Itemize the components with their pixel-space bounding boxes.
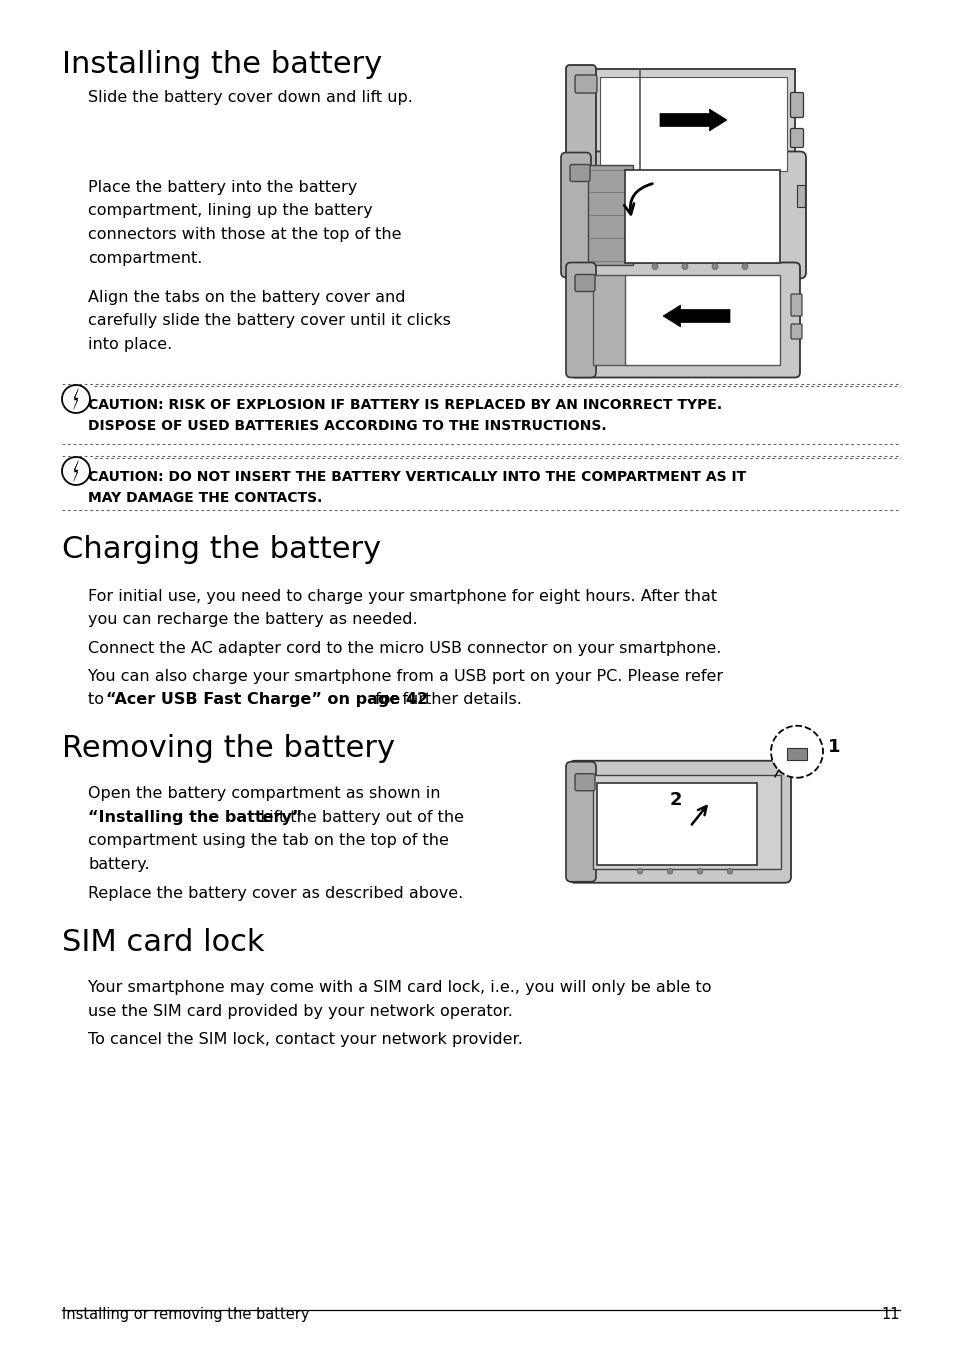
Text: to: to — [88, 692, 109, 707]
FancyBboxPatch shape — [575, 274, 595, 292]
FancyBboxPatch shape — [575, 773, 595, 791]
Circle shape — [726, 868, 732, 873]
Text: Open the battery compartment as shown in: Open the battery compartment as shown in — [88, 787, 440, 802]
Text: compartment.: compartment. — [88, 250, 202, 265]
Circle shape — [770, 726, 822, 777]
Polygon shape — [659, 110, 726, 131]
Text: DISPOSE OF USED BATTERIES ACCORDING TO THE INSTRUCTIONS.: DISPOSE OF USED BATTERIES ACCORDING TO T… — [88, 419, 606, 433]
Text: Removing the battery: Removing the battery — [62, 734, 395, 764]
FancyBboxPatch shape — [565, 65, 596, 183]
FancyBboxPatch shape — [790, 128, 802, 147]
Text: compartment, lining up the battery: compartment, lining up the battery — [88, 204, 373, 219]
Text: “Installing the battery”: “Installing the battery” — [88, 810, 302, 825]
FancyBboxPatch shape — [790, 324, 801, 339]
Bar — [593, 276, 627, 365]
Bar — [786, 748, 806, 760]
FancyBboxPatch shape — [790, 293, 801, 316]
FancyBboxPatch shape — [569, 262, 800, 377]
FancyBboxPatch shape — [569, 165, 589, 181]
FancyBboxPatch shape — [565, 262, 596, 377]
Circle shape — [666, 868, 672, 873]
Bar — [796, 185, 804, 207]
Polygon shape — [575, 69, 794, 178]
Text: Your smartphone may come with a SIM card lock, i.e., you will only be able to: Your smartphone may come with a SIM card… — [88, 980, 711, 995]
Text: Connect the AC adapter cord to the micro USB connector on your smartphone.: Connect the AC adapter cord to the micro… — [88, 641, 720, 656]
Text: CAUTION: DO NOT INSERT THE BATTERY VERTICALLY INTO THE COMPARTMENT AS IT: CAUTION: DO NOT INSERT THE BATTERY VERTI… — [88, 470, 745, 484]
Text: battery.: battery. — [88, 857, 150, 872]
Polygon shape — [599, 77, 786, 170]
Polygon shape — [73, 388, 78, 410]
Circle shape — [651, 264, 658, 269]
Bar — [624, 276, 780, 365]
Circle shape — [637, 868, 642, 873]
Text: connectors with those at the top of the: connectors with those at the top of the — [88, 227, 401, 242]
FancyBboxPatch shape — [575, 74, 597, 93]
FancyBboxPatch shape — [560, 153, 590, 277]
Polygon shape — [662, 306, 729, 327]
FancyBboxPatch shape — [563, 151, 805, 279]
Circle shape — [697, 868, 702, 873]
FancyBboxPatch shape — [790, 92, 802, 118]
Text: To cancel the SIM lock, contact your network provider.: To cancel the SIM lock, contact your net… — [88, 1033, 522, 1048]
Text: CAUTION: RISK OF EXPLOSION IF BATTERY IS REPLACED BY AN INCORRECT TYPE.: CAUTION: RISK OF EXPLOSION IF BATTERY IS… — [88, 397, 721, 412]
Text: compartment using the tab on the top of the: compartment using the tab on the top of … — [88, 833, 449, 849]
Text: you can recharge the battery as needed.: you can recharge the battery as needed. — [88, 612, 417, 627]
Circle shape — [741, 264, 747, 269]
Text: Align the tabs on the battery cover and: Align the tabs on the battery cover and — [88, 289, 405, 306]
Circle shape — [711, 264, 718, 269]
Polygon shape — [73, 461, 78, 481]
Text: “Acer USB Fast Charge” on page 42: “Acer USB Fast Charge” on page 42 — [106, 692, 427, 707]
FancyBboxPatch shape — [568, 761, 790, 883]
Text: Replace the battery cover as described above.: Replace the battery cover as described a… — [88, 887, 463, 902]
Text: for further details.: for further details. — [370, 692, 522, 707]
Bar — [597, 783, 757, 865]
Text: use the SIM card provided by your network operator.: use the SIM card provided by your networ… — [88, 1005, 513, 1019]
Text: Place the battery into the battery: Place the battery into the battery — [88, 180, 356, 195]
Text: 11: 11 — [881, 1307, 899, 1322]
Bar — [624, 169, 780, 262]
Text: For initial use, you need to charge your smartphone for eight hours. After that: For initial use, you need to charge your… — [88, 589, 717, 604]
FancyBboxPatch shape — [565, 761, 596, 882]
Text: Installing or removing the battery: Installing or removing the battery — [62, 1307, 309, 1322]
Text: 2: 2 — [669, 791, 681, 808]
Text: Installing the battery: Installing the battery — [62, 50, 382, 78]
Text: You can also charge your smartphone from a USB port on your PC. Please refer: You can also charge your smartphone from… — [88, 669, 722, 684]
Bar — [587, 165, 633, 265]
Text: into place.: into place. — [88, 337, 172, 352]
Text: 1: 1 — [827, 738, 840, 756]
Circle shape — [681, 264, 687, 269]
Text: Slide the battery cover down and lift up.: Slide the battery cover down and lift up… — [88, 91, 413, 105]
Bar — [593, 775, 781, 869]
Text: . Lift the battery out of the: . Lift the battery out of the — [250, 810, 463, 825]
Text: carefully slide the battery cover until it clicks: carefully slide the battery cover until … — [88, 314, 451, 329]
Text: MAY DAMAGE THE CONTACTS.: MAY DAMAGE THE CONTACTS. — [88, 491, 322, 506]
Text: SIM card lock: SIM card lock — [62, 929, 264, 957]
Text: Charging the battery: Charging the battery — [62, 535, 381, 564]
